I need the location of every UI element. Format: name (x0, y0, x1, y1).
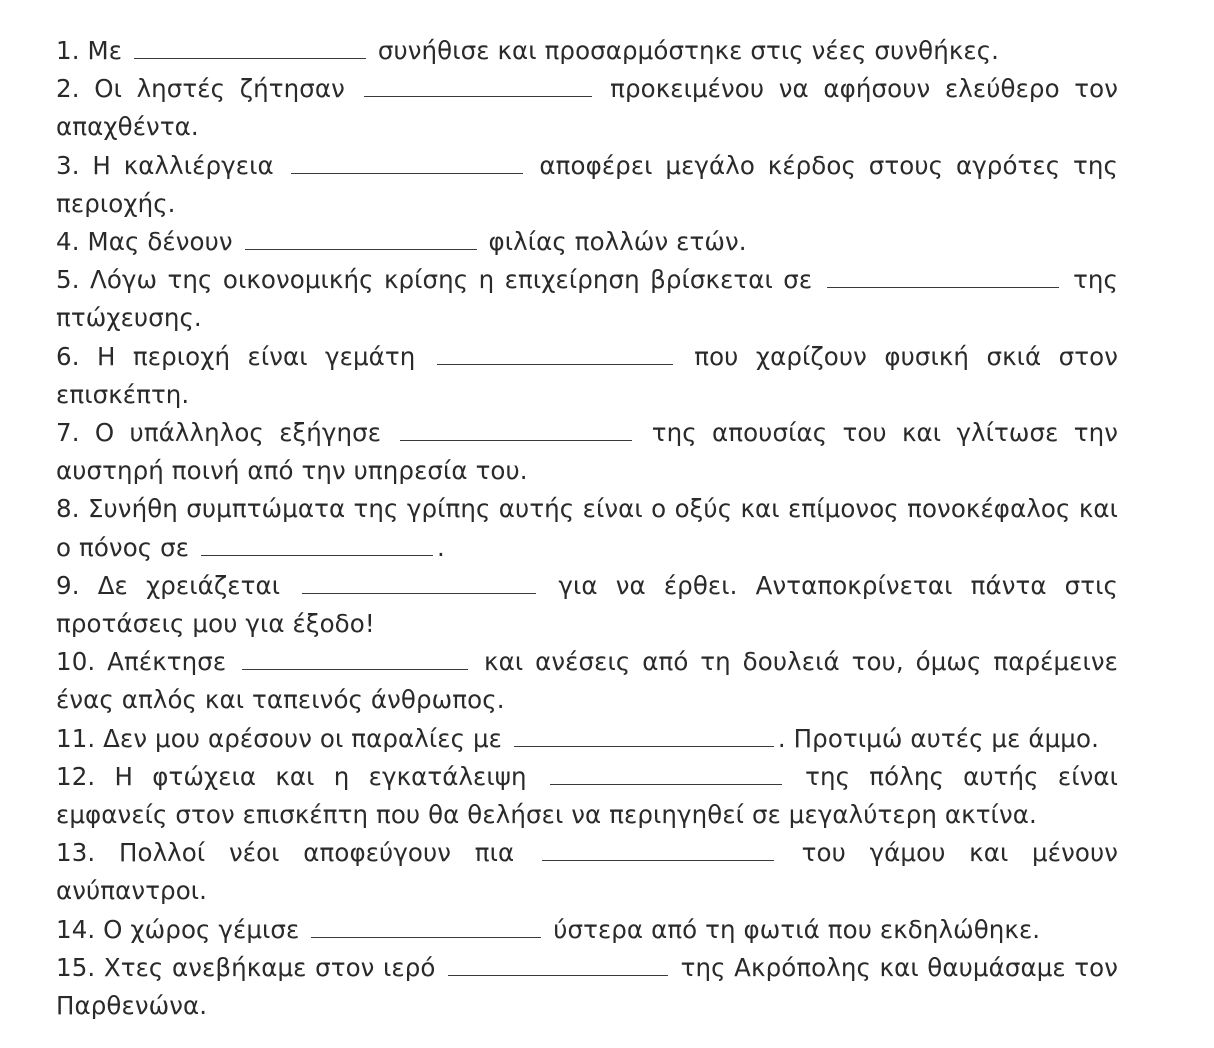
exercise-item-14: 14. Ο χώρος γέμισε ύστερα από τη φωτιά π… (56, 911, 1118, 949)
exercise-item-7: 7. Ο υπάλληλος εξήγησε της απουσίας του … (56, 414, 1118, 490)
item-text-after: της απουσίας του και γλίτωσε την αυστηρή… (56, 418, 1119, 486)
answer-blank[interactable] (363, 95, 592, 98)
item-text-before: Οι ληστές ζήτησαν (94, 74, 345, 104)
item-number: 5. (56, 265, 80, 295)
item-text-before: Με (87, 36, 123, 65)
item-number: 15. (56, 952, 96, 982)
item-text-after: ύστερα από τη φωτιά που εκδηλώθηκε. (553, 914, 1041, 944)
exercise-item-11: 11. Δεν μου αρέσουν οι παραλίες με . Προ… (56, 720, 1118, 758)
item-text-after: της Ακρόπολης και θαυμάσαμε τον Παρθενών… (56, 952, 1119, 1021)
item-text-after: και ανέσεις από τη δουλειά του, όμως παρ… (56, 647, 1119, 715)
answer-blank[interactable] (244, 248, 477, 251)
item-text-after: φιλίας πολλών ετών. (488, 227, 747, 257)
item-text-after: συνήθισε και προσαρμόστηκε στις νέες συν… (377, 36, 1000, 65)
item-text-after: προκειμένου να αφήσουν ελεύθερο τον απαχ… (56, 74, 1119, 142)
item-text-after: του γάμου και μένουν ανύπαντροι. (56, 838, 1119, 906)
answer-blank[interactable] (513, 745, 774, 747)
item-text-before: Συνήθη συμπτώματα της γρίπης αυτής είναι… (56, 494, 1119, 562)
answer-blank[interactable] (541, 859, 774, 862)
exercise-item-8: 8. Συνήθη συμπτώματα της γρίπης αυτής εί… (56, 490, 1118, 566)
item-number: 11. (56, 723, 96, 753)
answer-blank[interactable] (448, 974, 669, 976)
exercise-item-13: 13. Πολλοί νέοι αποφεύγουν πια του γάμου… (56, 834, 1118, 910)
answer-blank[interactable] (826, 286, 1059, 289)
answer-blank[interactable] (242, 668, 469, 671)
item-text-after: αποφέρει μεγάλο κέρδος στους αγρότες της… (56, 150, 1118, 218)
item-text-before: Μας δένουν (87, 227, 233, 257)
item-text-before: Η φτώχεια και η εγκατάλειψη (114, 761, 527, 791)
item-text-before: Λόγω της οικονομικής κρίσης η επιχείρηση… (89, 265, 813, 295)
item-number: 10. (56, 647, 96, 677)
item-number: 12. (56, 761, 96, 791)
answer-blank[interactable] (133, 57, 366, 59)
item-text-after: της πόλης αυτής είναι εμφανείς στον επισ… (56, 761, 1119, 830)
exercise-item-2: 2. Οι ληστές ζήτησαν προκειμένου να αφήσ… (56, 70, 1118, 146)
item-number: 1. (56, 36, 80, 65)
item-number: 3. (56, 150, 80, 180)
item-number: 13. (56, 838, 96, 868)
exercise-item-3: 3. Η καλλιέργεια αποφέρει μεγάλο κέρδος … (56, 147, 1118, 223)
item-text-after: της πτώχευσης. (56, 265, 1119, 333)
item-text-after: που χαρίζουν φυσική σκιά στον επισκέπτη. (56, 341, 1119, 409)
answer-blank[interactable] (436, 363, 673, 365)
item-text-before: Ο υπάλληλος εξήγησε (94, 418, 382, 448)
answer-blank[interactable] (302, 592, 537, 594)
item-text-before: Χτες ανεβήκαμε στον ιερό (103, 952, 436, 982)
item-text-before: Δε χρειάζεται (97, 570, 281, 600)
item-number: 9. (56, 570, 80, 600)
fill-in-the-blank-exercise: 1. Με συνήθισε και προσαρμόστηκε στις νέ… (56, 32, 1118, 1025)
item-number: 7. (56, 418, 80, 448)
exercise-item-5: 5. Λόγω της οικονομικής κρίσης η επιχείρ… (56, 261, 1118, 337)
exercise-item-9: 9. Δε χρειάζεται για να έρθει. Ανταποκρί… (56, 567, 1118, 643)
answer-blank[interactable] (290, 172, 523, 174)
answer-blank[interactable] (201, 554, 434, 556)
exercise-item-10: 10. Απέκτησε και ανέσεις από τη δουλειά … (56, 643, 1118, 719)
item-text-before: Η καλλιέργεια (92, 150, 274, 180)
item-text-before: Δεν μου αρέσουν οι παραλίες με (103, 723, 502, 753)
item-text-before: Πολλοί νέοι αποφεύγουν πια (118, 838, 515, 868)
item-number: 14. (56, 914, 96, 944)
item-text-before: Απέκτησε (107, 647, 227, 677)
item-number: 4. (56, 227, 80, 257)
item-text-after: . Προτιμώ αυτές με άμμο. (777, 723, 1099, 753)
exercise-item-4: 4. Μας δένουν φιλίας πολλών ετών. (56, 223, 1118, 261)
item-number: 6. (56, 341, 80, 371)
item-text-before: Ο χώρος γέμισε (103, 914, 300, 944)
exercise-item-15: 15. Χτες ανεβήκαμε στον ιερό της Ακρόπολ… (56, 949, 1118, 1025)
answer-blank[interactable] (549, 783, 782, 785)
exercise-item-12: 12. Η φτώχεια και η εγκατάλειψη της πόλη… (56, 758, 1118, 834)
item-text-after: . (437, 532, 445, 562)
item-text-before: Η περιοχή είναι γεμάτη (96, 341, 416, 371)
answer-blank[interactable] (400, 439, 633, 442)
exercise-item-6: 6. Η περιοχή είναι γεμάτη που χαρίζουν φ… (56, 338, 1118, 414)
item-number: 2. (56, 74, 80, 104)
item-number: 8. (56, 494, 80, 524)
exercise-item-1: 1. Με συνήθισε και προσαρμόστηκε στις νέ… (56, 32, 1118, 70)
item-text-after: για να έρθει. Ανταποκρίνεται πάντα στις … (56, 570, 1119, 639)
answer-blank[interactable] (311, 936, 542, 938)
